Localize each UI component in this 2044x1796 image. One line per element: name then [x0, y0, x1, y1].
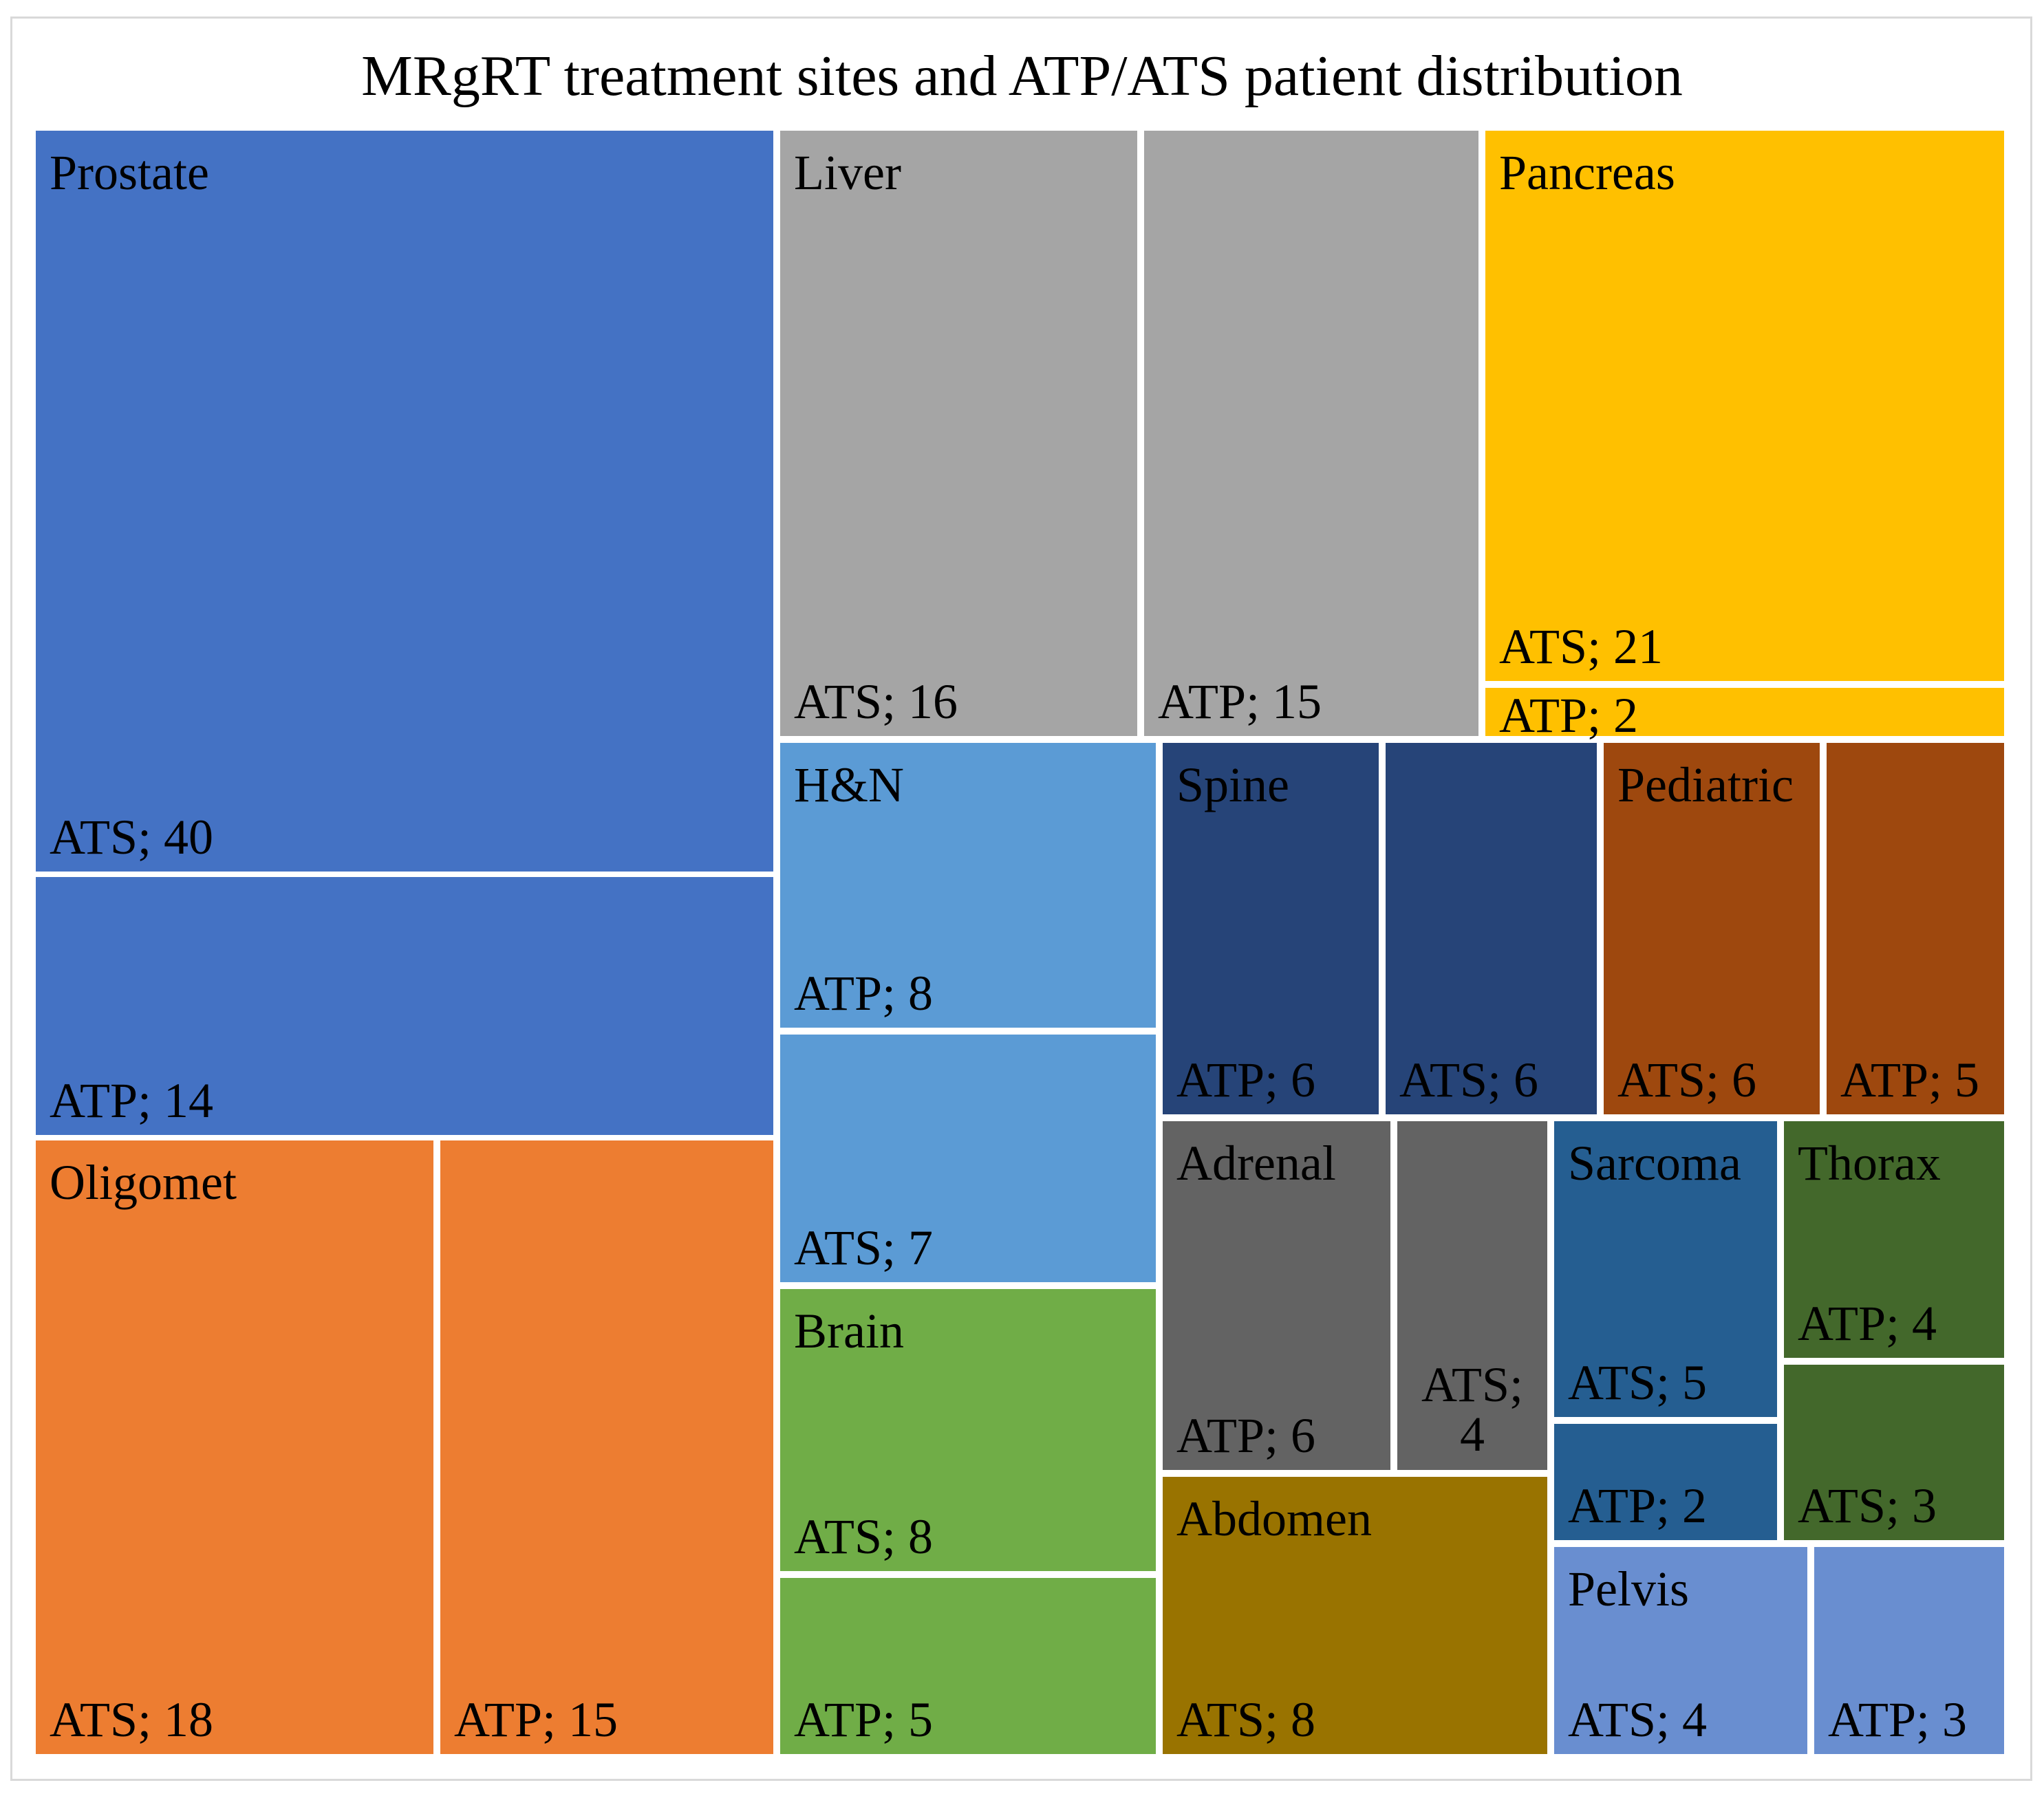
leaf-label-adrenal-ats: ATS;: [1421, 1357, 1523, 1412]
tile-oligomet-ats: [36, 1140, 433, 1754]
tile-thorax-ats: [1784, 1365, 2004, 1540]
leaf-label-adrenal-ats-value: 4: [1460, 1407, 1485, 1462]
group-pediatric: ATS; 6 ATP; 5 Pediatric: [1604, 743, 2004, 1114]
group-label-sarcoma: Sarcoma: [1568, 1136, 1741, 1191]
tile-prostate-atp: [36, 877, 773, 1135]
leaf-label-spine-atp: ATP; 6: [1176, 1052, 1315, 1107]
tile-sarcoma-atp: [1554, 1424, 1777, 1540]
tile-hnn-ats: [780, 1035, 1156, 1282]
leaf-label-thorax-atp: ATP; 4: [1798, 1296, 1937, 1351]
leaf-label-pancreas-ats: ATS; 21: [1499, 619, 1663, 674]
tile-spine-ats: [1386, 743, 1597, 1114]
group-pancreas: ATS; 21 ATP; 2 Pancreas: [1485, 131, 2004, 743]
leaf-label-sarcoma-atp: ATP; 2: [1568, 1478, 1707, 1533]
group-thorax: ATP; 4 ATS; 3 Thorax: [1784, 1121, 2004, 1540]
tile-pediatric-atp: [1827, 743, 2004, 1114]
leaf-label-adrenal-atp: ATP; 6: [1176, 1408, 1315, 1463]
tile-prostate-ats: [36, 131, 773, 872]
leaf-label-pelvis-atp: ATP; 3: [1828, 1692, 1967, 1747]
leaf-label-liver-atp: ATP; 15: [1158, 674, 1322, 729]
group-label-abdomen: Abdomen: [1176, 1491, 1372, 1546]
group-sarcoma: ATS; 5 ATP; 2 Sarcoma: [1554, 1121, 1777, 1540]
tile-abdomen-ats: [1163, 1477, 1547, 1754]
group-label-pelvis: Pelvis: [1568, 1561, 1689, 1616]
group-label-thorax: Thorax: [1798, 1136, 1941, 1191]
tile-spine-atp: [1163, 743, 1379, 1114]
group-label-pancreas: Pancreas: [1499, 145, 1675, 200]
leaf-label-abdomen-ats: ATS; 8: [1176, 1692, 1315, 1747]
tile-pediatric-ats: [1604, 743, 1820, 1114]
tile-thorax-atp: [1784, 1121, 2004, 1358]
tile-adrenal-ats: [1397, 1121, 1547, 1470]
tile-brain-atp: [780, 1578, 1156, 1754]
tile-pancreas-ats: [1485, 131, 2004, 681]
group-oligomet: ATS; 18 ATP; 15 Oligomet: [36, 1140, 773, 1754]
group-adrenal: ATP; 6 ATS;4 Adrenal: [1163, 1121, 1547, 1470]
group-pelvis: ATS; 4 ATP; 3 Pelvis: [1554, 1547, 2004, 1754]
leaf-label-hnn-ats: ATS; 7: [794, 1220, 933, 1275]
tile-adrenal-atp: [1163, 1121, 1390, 1470]
leaf-label-brain-atp: ATP; 5: [794, 1692, 933, 1747]
tile-pelvis-ats: [1554, 1547, 1807, 1754]
chart-title: MRgRT treatment sites and ATP/ATS patien…: [361, 44, 1683, 108]
group-label-adrenal: Adrenal: [1176, 1136, 1336, 1191]
group-label-brain: Brain: [794, 1303, 904, 1359]
leaf-label-prostate-ats: ATS; 40: [50, 810, 213, 865]
tile-pelvis-atp: [1814, 1547, 2004, 1754]
group-hnn: ATP; 8 ATS; 7 H&N: [780, 743, 1156, 1282]
group-abdomen: ATS; 8 Abdomen: [1163, 1477, 1547, 1754]
tile-oligomet-atp: [440, 1140, 773, 1754]
tile-pancreas-atp: [1485, 688, 2004, 736]
group-label-pediatric: Pediatric: [1617, 757, 1794, 812]
group-prostate: ATS; 40 ATP; 14 Prostate: [36, 131, 773, 1135]
leaf-label-sarcoma-ats: ATS; 5: [1568, 1355, 1707, 1410]
group-label-spine: Spine: [1176, 757, 1289, 812]
leaf-label-pelvis-ats: ATS; 4: [1568, 1692, 1707, 1747]
leaf-label-oligomet-ats: ATS; 18: [50, 1692, 213, 1747]
group-liver: ATS; 16 ATP; 15 Liver: [780, 131, 1478, 736]
leaf-label-prostate-atp: ATP; 14: [50, 1073, 213, 1128]
leaf-label-pediatric-ats: ATS; 6: [1617, 1052, 1756, 1107]
tile-liver-atp: [1144, 131, 1478, 736]
leaf-label-pancreas-atp: ATP; 2: [1499, 688, 1638, 743]
leaf-label-pediatric-atp: ATP; 5: [1840, 1052, 1979, 1107]
tile-sarcoma-ats: [1554, 1121, 1777, 1417]
group-label-oligomet: Oligomet: [50, 1155, 237, 1210]
group-label-liver: Liver: [794, 145, 901, 200]
leaf-label-oligomet-atp: ATP; 15: [454, 1692, 618, 1747]
group-brain: ATS; 8 ATP; 5 Brain: [780, 1289, 1156, 1754]
group-spine: ATP; 6 ATS; 6 Spine: [1163, 743, 1597, 1114]
leaf-label-brain-ats: ATS; 8: [794, 1509, 933, 1564]
tile-hnn-atp: [780, 743, 1156, 1028]
leaf-label-thorax-ats: ATS; 3: [1798, 1478, 1937, 1533]
leaf-label-spine-ats: ATS; 6: [1399, 1052, 1538, 1107]
group-label-prostate: Prostate: [50, 145, 209, 200]
tile-liver-ats: [780, 131, 1137, 736]
group-label-hnn: H&N: [794, 757, 904, 812]
leaf-label-liver-ats: ATS; 16: [794, 674, 958, 729]
leaf-label-hnn-atp: ATP; 8: [794, 966, 933, 1021]
tile-brain-ats: [780, 1289, 1156, 1571]
